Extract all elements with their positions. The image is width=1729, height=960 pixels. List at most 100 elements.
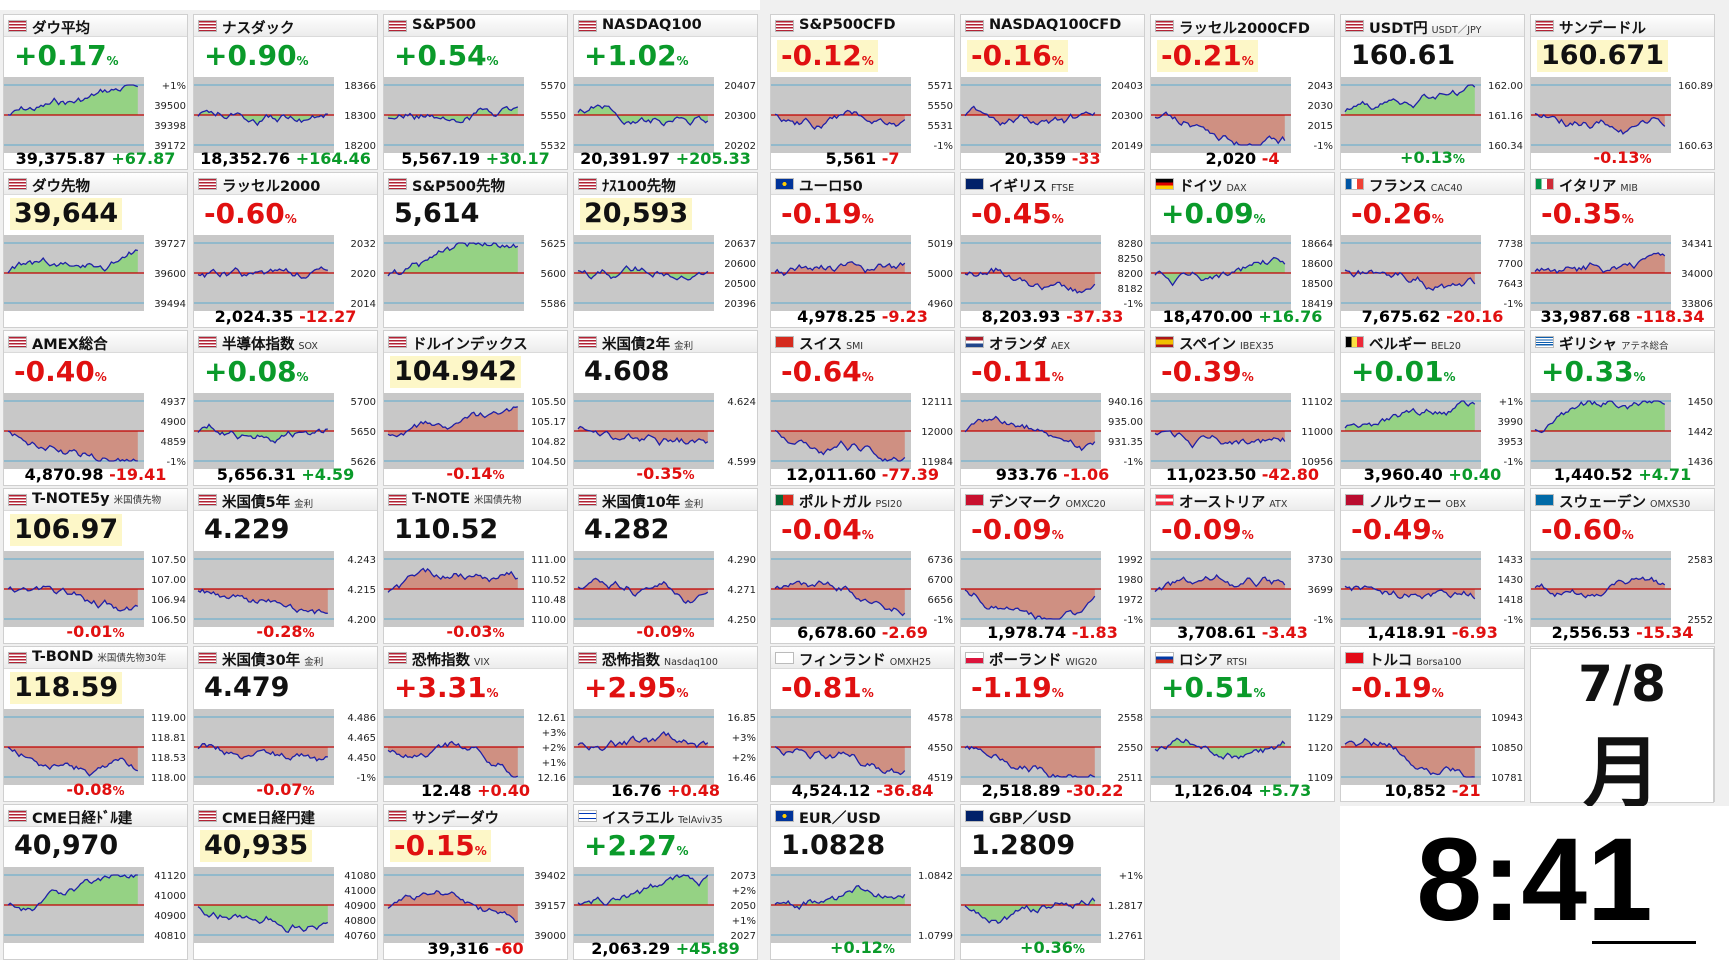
market-tile[interactable]: フランス CAC40 -0.26% 7738 7700 7643 -1% 7,675.62 -… <box>1340 172 1525 328</box>
flag-icon <box>388 810 407 822</box>
market-tile[interactable]: トルコ Borsa100 -0.19% 10943 10850 10781 10,852 -… <box>1340 646 1525 802</box>
footer-change: +4.59 <box>301 465 355 484</box>
axis-label: 4.450 <box>347 753 376 764</box>
market-tile[interactable]: T-NOTE5y 米国債先物 106.97 107.50 107.00 106.94 106… <box>3 488 188 644</box>
axis-label: 2073 <box>731 871 756 882</box>
market-tile[interactable]: ノルウェー OBX -0.49% 1433 1430 1418 -1% 1,418.91 -6… <box>1340 488 1525 644</box>
market-tile[interactable]: オーストリア ATX -0.09% 3730 3699 -1% 3,708.61 -3.43 <box>1150 488 1335 644</box>
axis-label: +1% <box>542 758 566 769</box>
tile-name-text: オーストリア <box>1179 495 1266 511</box>
market-tile[interactable]: イギリス FTSE -0.45% 8280 8250 8200 8182 -1% 8,203.9… <box>960 172 1145 328</box>
main-value-text: 1.0828 <box>781 830 886 861</box>
axis-label: 6736 <box>928 555 953 566</box>
market-tile[interactable]: NASDAQ100CFD -0.16% 20403 20300 20149 20,359 … <box>960 14 1145 170</box>
tile-header: T-BOND 米国債先物30年 <box>4 647 187 669</box>
price-line <box>577 577 709 604</box>
chart-area <box>198 589 328 614</box>
axis-label: 107.50 <box>151 555 186 566</box>
sparkline-chart: 1450 1442 1436 <box>1531 393 1713 469</box>
tile-name: デンマーク OMXC20 <box>989 491 1106 512</box>
axis-label: 5600 <box>541 269 566 280</box>
market-tile[interactable]: GBP／USD 1.2809 +1% 1.2817 1.2761 +0.36% <box>960 804 1145 960</box>
footer-value: -0.03 <box>446 622 493 641</box>
market-tile[interactable]: サンデードル 160.671 160.89 160.63 -0.13% <box>1530 14 1715 170</box>
market-tile[interactable]: ダウ平均 +0.17% +1% 39500 39398 39172 39,375.87 +6… <box>3 14 188 170</box>
market-tile[interactable]: 米国債5年 金利 4.229 4.243 4.215 4.200 -0.28% <box>193 488 378 644</box>
footer-change: -19.41 <box>109 465 167 484</box>
chart-area <box>8 747 138 776</box>
market-tile[interactable]: イタリア MIB -0.35% 34341 34000 33806 33,987.68 -1… <box>1530 172 1715 328</box>
market-tile[interactable]: NASDAQ100 +1.02% 20407 20300 20202 20,391.97 … <box>573 14 758 170</box>
market-tile[interactable]: スイス SMI -0.64% 12111 12000 11984 12,011.60 -77… <box>770 330 955 486</box>
footer-value: 2,518.89 <box>981 781 1061 800</box>
market-tile[interactable]: 恐怖指数 VIX +3.31% 12.61 +3% +2% +1% 12.16 12.48 +0… <box>383 646 568 802</box>
market-tile[interactable]: 半導体指数 SOX +0.08% 5700 5650 5626 5,656.31 +4.59 <box>193 330 378 486</box>
axis-label: 110.00 <box>531 615 566 626</box>
market-tile[interactable]: ラッセル2000 -0.60% 2032 2020 2014 2,024.35 -12.2… <box>193 172 378 328</box>
market-tile[interactable]: ポルトガル PSI20 -0.04% 6736 6700 6656 -1% 6,678.60 … <box>770 488 955 644</box>
axis-label: 10850 <box>1491 743 1523 754</box>
market-tile[interactable]: S&P500CFD -0.12% 5571 5550 5531 -1% 5,561 -7 <box>770 14 955 170</box>
market-tile[interactable]: ロシア RTSI +0.51% 1129 1120 1109 1,126.04 +5.73 <box>1150 646 1335 802</box>
sparkline-chart: 3730 3699 -1% <box>1151 551 1333 627</box>
flag-icon <box>388 178 407 190</box>
main-value-text: +0.51 <box>1161 671 1254 704</box>
main-value: 106.97 <box>10 514 123 546</box>
market-tile[interactable]: EUR／USD 1.0828 1.0842 1.0799 +0.12% <box>770 804 955 960</box>
market-tile[interactable]: AMEX総合 -0.40% 4937 4900 4859 -1% 4,870.98 -19.… <box>3 330 188 486</box>
tile-header: ドイツ DAX <box>1151 173 1334 195</box>
tile-header: ポーランド WIG20 <box>961 647 1144 669</box>
market-tile[interactable]: ギリシャ アテネ総合 +0.33% 1450 1442 1436 1,440.52 +4.7… <box>1530 330 1715 486</box>
tile-name-text: フランス <box>1369 179 1427 195</box>
flag-icon <box>8 20 27 32</box>
main-value-text: 118.59 <box>14 672 119 703</box>
axis-label: 18600 <box>1301 259 1333 270</box>
market-tile[interactable]: T-BOND 米国債先物30年 118.59 119.00 118.81 118.53 11… <box>3 646 188 802</box>
market-tile[interactable]: ダウ先物 39,644 39727 39600 39494 <box>3 172 188 328</box>
sparkline-chart: 4.624 4.599 <box>574 393 756 469</box>
sparkline-chart: 11102 11000 10956 <box>1151 393 1333 469</box>
market-tile[interactable]: ドイツ DAX +0.09% 18664 18600 18500 18419 18,470.0… <box>1150 172 1335 328</box>
market-tile[interactable]: スペイン IBEX35 -0.39% 11102 11000 10956 11,023.50… <box>1150 330 1335 486</box>
axis-label: 2032 <box>351 239 376 250</box>
tile-footer: 5,561 -7 <box>771 150 954 168</box>
market-tile[interactable]: フィンランド OMXH25 -0.81% 4578 4550 4519 4,524.12 -… <box>770 646 955 802</box>
market-tile[interactable]: オランダ AEX -0.11% 940.16 935.00 931.35 -1% 933.76… <box>960 330 1145 486</box>
market-tile[interactable]: 恐怖指数 Nasdaq100 +2.95% 16.85 +3% +2% 16.46 16.76… <box>573 646 758 802</box>
market-tile[interactable]: デンマーク OMXC20 -0.09% 1992 1980 1972 -1% 1,978.74… <box>960 488 1145 644</box>
market-tile[interactable]: T-NOTE 米国債先物 110.52 111.00 110.52 110.48 110.0… <box>383 488 568 644</box>
percent-sign: % <box>1253 686 1266 700</box>
market-tile[interactable]: イスラエル TelAviv35 +2.27% 2073 +2% 2050 +1% 2027 2,… <box>573 804 758 960</box>
axis-label: 2015 <box>1308 121 1333 132</box>
market-tile[interactable]: ドルインデックス 104.942 105.50 105.17 104.82 104.50-… <box>383 330 568 486</box>
market-tile[interactable]: スウェーデン OMXS30 -0.60% 2583 2552 2,556.53 -15.3… <box>1530 488 1715 644</box>
market-tile[interactable]: ポーランド WIG20 -1.19% 2558 2550 2511 2,518.89 -30… <box>960 646 1145 802</box>
market-tile[interactable]: ベルギー BEL20 +0.01% +1% 3990 3953 -1% 3,960.40 +0… <box>1340 330 1525 486</box>
market-tile[interactable]: S&P500 +0.54% 5570 5550 5532 5,567.19 +30.17 <box>383 14 568 170</box>
market-tile[interactable]: CME日経ﾄﾞﾙ建 40,970 41120 41000 40900 40810 <box>3 804 188 960</box>
flag-icon <box>1155 178 1174 190</box>
flag-icon <box>775 652 794 664</box>
market-tile[interactable]: ﾅｽ100先物 20,593 20637 20600 20500 20396 <box>573 172 758 328</box>
tile-name: ポルトガル PSI20 <box>799 491 902 512</box>
market-tile[interactable]: サンデーダウ -0.15% 39402 39157 39000 39,316 -60 <box>383 804 568 960</box>
flag-icon <box>775 336 794 348</box>
chart-area <box>198 905 328 933</box>
axis-label: 40800 <box>344 916 376 927</box>
axis-label: 105.17 <box>531 417 566 428</box>
market-tile[interactable]: 米国債10年 金利 4.282 4.290 4.271 4.250 -0.09% <box>573 488 758 644</box>
tile-name-text: S&P500CFD <box>799 17 896 33</box>
market-tile[interactable]: CME日経円建 40,935 41080 41000 40900 40800 40760 <box>193 804 378 960</box>
market-tile[interactable]: USDT円 USDT／JPY 160.61 162.00 161.16 160.34 +0.… <box>1340 14 1525 170</box>
market-tile[interactable]: S&P500先物 5,614 5625 5600 5586 <box>383 172 568 328</box>
tile-footer: 2,020 -4 <box>1151 150 1334 168</box>
market-tile[interactable]: 米国債2年 金利 4.608 4.624 4.599 -0.35% <box>573 330 758 486</box>
axis-label: 18664 <box>1301 239 1333 250</box>
tile-subname: PSI20 <box>875 499 903 510</box>
market-tile[interactable]: ナスダック +0.90% 18366 18300 18200 18,352.76 +164… <box>193 14 378 170</box>
flag-icon <box>198 494 217 506</box>
market-tile[interactable]: 米国債30年 金利 4.479 4.486 4.465 4.450 -1% -0.07% <box>193 646 378 802</box>
main-value-text: 40,935 <box>204 830 309 861</box>
market-tile[interactable]: ラッセル2000CFD -0.21% 2043 2030 2015 -1% 2,020 -4 <box>1150 14 1335 170</box>
market-tile[interactable]: ユーロ50 -0.19% 5019 5000 4960 4,978.25 -9.23 <box>770 172 955 328</box>
